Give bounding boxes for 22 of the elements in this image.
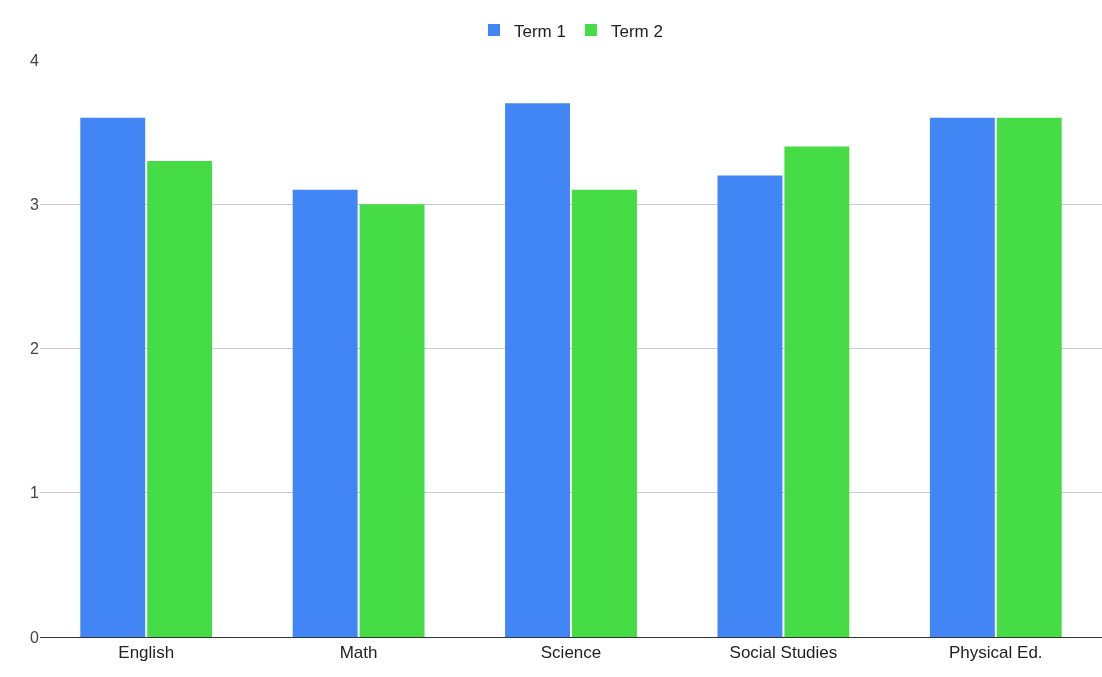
legend-label: Term 1: [514, 21, 566, 41]
bar: [572, 189, 637, 637]
bar: [784, 146, 850, 637]
x-tick-label: Social Studies: [729, 643, 838, 663]
bar: [505, 103, 570, 637]
bar: [996, 117, 1062, 637]
y-tick-label: 3: [30, 195, 40, 213]
bar: [359, 204, 425, 637]
x-tick-label: Math: [339, 643, 378, 663]
y-tick-label: 0: [30, 628, 40, 646]
x-tick-label: English: [118, 643, 175, 663]
bar: [80, 117, 146, 637]
x-tick-label: Physical Ed.: [949, 643, 1043, 663]
bar: [292, 189, 358, 637]
y-tick-label: 4: [30, 51, 40, 69]
y-tick-label: 2: [30, 340, 40, 358]
bar: [717, 175, 783, 637]
bar: [147, 160, 213, 637]
bar: [929, 117, 995, 637]
legend-label: Term 2: [610, 21, 663, 41]
x-tick-label: Science: [540, 643, 602, 663]
y-tick-label: 1: [30, 484, 40, 502]
